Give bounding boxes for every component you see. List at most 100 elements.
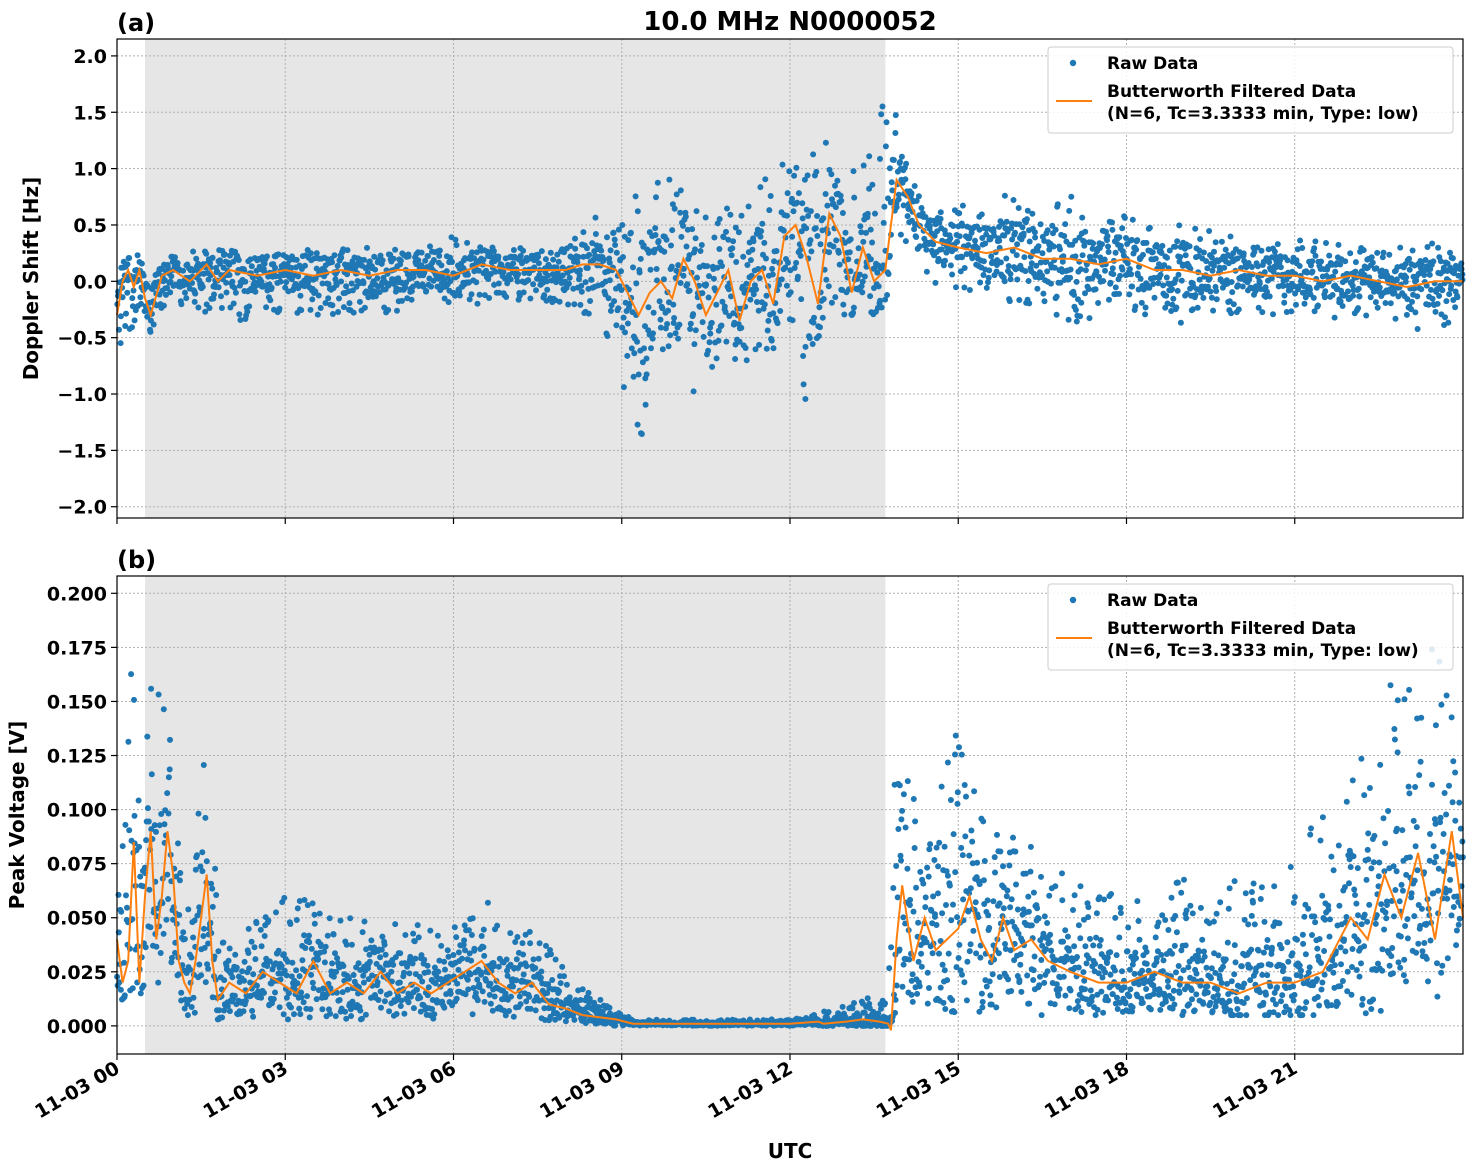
- raw-data-point: [304, 993, 310, 1000]
- raw-data-point: [163, 916, 170, 923]
- y-tick-label: 0.0: [73, 271, 107, 293]
- raw-data-point: [713, 301, 720, 308]
- raw-data-point: [904, 865, 911, 872]
- raw-data-point: [1121, 984, 1128, 991]
- raw-data-point: [635, 371, 642, 378]
- raw-data-point: [1386, 251, 1393, 258]
- raw-data-point: [185, 906, 192, 913]
- raw-data-point: [536, 272, 543, 279]
- raw-data-point: [1087, 935, 1093, 942]
- raw-data-point: [1240, 1000, 1247, 1006]
- y-tick-label: 0.5: [73, 215, 107, 237]
- raw-data-point: [452, 236, 459, 243]
- raw-data-point: [553, 279, 560, 286]
- raw-data-point: [429, 1006, 436, 1012]
- raw-data-point: [587, 298, 594, 304]
- raw-data-point: [675, 335, 682, 342]
- raw-data-point: [1095, 300, 1102, 306]
- raw-data-point: [908, 977, 915, 984]
- raw-data-point: [345, 975, 352, 982]
- raw-data-point: [1083, 996, 1090, 1003]
- raw-data-point: [1279, 992, 1286, 999]
- raw-data-point: [164, 264, 171, 271]
- raw-data-point: [1241, 980, 1248, 987]
- raw-data-point: [1043, 946, 1049, 953]
- raw-data-point: [1133, 246, 1140, 253]
- raw-data-point: [955, 955, 962, 961]
- raw-data-point: [714, 264, 721, 271]
- raw-data-point: [999, 220, 1006, 227]
- raw-data-point: [857, 223, 864, 230]
- raw-data-point: [1107, 279, 1114, 286]
- raw-data-point: [309, 979, 316, 986]
- raw-data-point: [1270, 268, 1277, 275]
- raw-data-point: [520, 289, 527, 296]
- raw-data-point: [245, 950, 252, 956]
- raw-data-point: [1109, 991, 1116, 998]
- raw-data-point: [719, 298, 726, 305]
- raw-data-point: [300, 999, 307, 1006]
- raw-data-point: [1060, 253, 1067, 260]
- raw-data-point: [577, 997, 584, 1003]
- raw-data-point: [1296, 263, 1303, 269]
- raw-data-point: [680, 265, 687, 272]
- raw-data-point: [934, 228, 941, 235]
- raw-data-point: [952, 751, 958, 758]
- raw-data-point: [1100, 1009, 1107, 1016]
- raw-data-point: [1001, 192, 1008, 199]
- raw-data-point: [978, 990, 985, 997]
- raw-data-point: [1138, 299, 1145, 306]
- raw-data-point: [1224, 939, 1231, 946]
- raw-data-point: [1041, 979, 1048, 986]
- raw-data-point: [958, 844, 965, 851]
- raw-data-point: [1271, 248, 1278, 255]
- raw-data-point: [952, 732, 959, 739]
- raw-data-point: [984, 897, 991, 904]
- raw-data-point: [954, 914, 961, 921]
- raw-data-point: [276, 305, 283, 312]
- raw-data-point: [942, 1006, 949, 1012]
- raw-data-point: [343, 283, 350, 290]
- raw-data-point: [1005, 976, 1012, 983]
- raw-data-point: [1220, 963, 1226, 970]
- raw-data-point: [922, 904, 929, 911]
- raw-data-point: [553, 264, 560, 271]
- raw-data-point: [168, 273, 175, 280]
- raw-data-point: [123, 310, 129, 317]
- raw-data-point: [738, 324, 745, 331]
- raw-data-point: [1320, 281, 1327, 288]
- raw-data-point: [1048, 947, 1055, 954]
- raw-data-point: [315, 292, 322, 299]
- raw-data-point: [408, 288, 415, 295]
- y-tick-label: 2.0: [73, 46, 107, 68]
- raw-data-point: [971, 788, 978, 795]
- raw-data-point: [164, 871, 171, 878]
- raw-data-point: [471, 268, 478, 275]
- raw-data-point: [1126, 291, 1133, 298]
- raw-data-point: [811, 314, 817, 321]
- raw-data-point: [1213, 288, 1220, 294]
- raw-data-point: [412, 955, 419, 962]
- raw-data-point: [1008, 225, 1015, 231]
- raw-data-point: [1369, 259, 1376, 266]
- raw-data-point: [1178, 947, 1185, 954]
- y-tick-label: 1.0: [73, 159, 107, 181]
- raw-data-point: [1081, 977, 1088, 984]
- raw-data-point: [1215, 952, 1222, 959]
- raw-data-point: [473, 249, 480, 256]
- raw-data-point: [611, 236, 618, 243]
- raw-data-point: [562, 1018, 569, 1025]
- raw-data-point: [911, 845, 918, 851]
- raw-data-point: [1094, 1006, 1101, 1013]
- raw-data-point: [878, 1005, 884, 1012]
- raw-data-point: [666, 176, 673, 183]
- raw-data-point: [212, 865, 219, 872]
- raw-data-point: [1335, 241, 1342, 248]
- raw-data-point: [309, 296, 316, 303]
- raw-data-point: [1183, 915, 1190, 922]
- raw-data-point: [625, 237, 632, 244]
- raw-data-point: [1129, 216, 1136, 223]
- raw-data-point: [1112, 249, 1119, 256]
- raw-data-point: [288, 1004, 294, 1011]
- raw-data-point: [438, 942, 445, 949]
